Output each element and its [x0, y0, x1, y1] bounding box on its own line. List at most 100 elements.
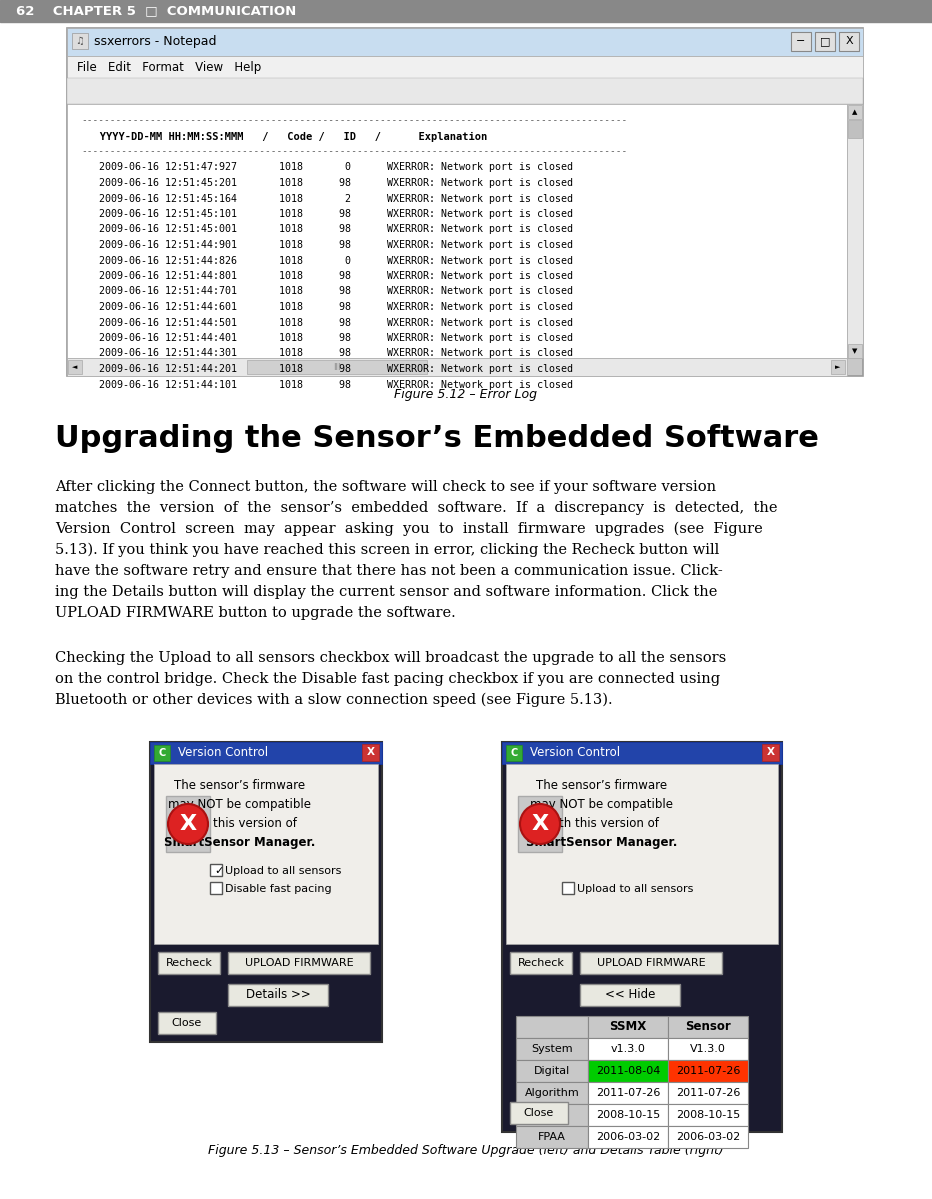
Text: 2006-03-02: 2006-03-02 [596, 1132, 660, 1141]
Text: 2009-06-16 12:51:44:401       1018      98      WXERROR: Network port is closed: 2009-06-16 12:51:44:401 1018 98 WXERROR:… [81, 333, 573, 343]
Text: Recheck: Recheck [166, 958, 212, 968]
Text: SSMX: SSMX [610, 1020, 647, 1034]
Text: 2009-06-16 12:51:44:201       1018      98      WXERROR: Network port is closed: 2009-06-16 12:51:44:201 1018 98 WXERROR:… [81, 364, 573, 374]
Bar [516, 1038, 588, 1060]
Text: X: X [845, 36, 853, 46]
Bar [247, 360, 427, 374]
Bar [668, 1060, 748, 1081]
Bar [510, 1102, 568, 1123]
Bar [362, 745, 379, 761]
Bar [154, 764, 378, 944]
Text: 2006-03-02: 2006-03-02 [676, 1132, 740, 1141]
Bar [210, 882, 222, 894]
Bar [580, 952, 722, 974]
Text: 2011-07-26: 2011-07-26 [676, 1087, 740, 1098]
Bar [668, 1104, 748, 1126]
Text: 2009-06-16 12:51:44:826       1018       0      WXERROR: Network port is closed: 2009-06-16 12:51:44:826 1018 0 WXERROR: … [81, 255, 573, 265]
Circle shape [168, 805, 208, 844]
Bar [580, 984, 680, 1006]
Bar [506, 764, 778, 944]
Text: File   Edit   Format   View   Help: File Edit Format View Help [77, 60, 261, 73]
Text: Digital: Digital [534, 1066, 570, 1076]
Bar [0, 0, 932, 22]
Text: V1.3.0: V1.3.0 [690, 1044, 726, 1054]
Text: may NOT be compatible: may NOT be compatible [169, 799, 311, 811]
Bar [68, 360, 82, 374]
Bar [588, 1060, 668, 1081]
Text: ing the Details button will display the current sensor and software information.: ing the Details button will display the … [55, 585, 718, 600]
Bar [502, 742, 782, 1132]
Bar [668, 1016, 748, 1038]
Bar [502, 742, 782, 764]
Text: YYYY-DD-MM HH:MM:SS:MMM   /   Code /   ID   /      Explanation: YYYY-DD-MM HH:MM:SS:MMM / Code / ID / Ex… [81, 132, 487, 141]
Bar [72, 34, 88, 49]
Text: ◄: ◄ [73, 364, 77, 370]
Text: 2009-06-16 12:51:45:101       1018      98      WXERROR: Network port is closed: 2009-06-16 12:51:45:101 1018 98 WXERROR:… [81, 209, 573, 219]
Text: The sensor’s firmware: The sensor’s firmware [174, 779, 306, 793]
Text: v1.3.0: v1.3.0 [610, 1044, 646, 1054]
Text: Version  Control  screen  may  appear  asking  you  to  install  firmware  upgra: Version Control screen may appear asking… [55, 522, 762, 536]
Bar [150, 742, 382, 1042]
Text: Upload to all sensors: Upload to all sensors [577, 884, 693, 894]
Text: III: III [334, 362, 341, 372]
Bar [762, 745, 779, 761]
Bar [588, 1016, 668, 1038]
Text: 2009-06-16 12:51:44:601       1018      98      WXERROR: Network port is closed: 2009-06-16 12:51:44:601 1018 98 WXERROR:… [81, 302, 573, 312]
Text: ✓: ✓ [214, 866, 224, 876]
Text: may NOT be compatible: may NOT be compatible [530, 799, 674, 811]
Text: 62    CHAPTER 5  □  COMMUNICATION: 62 CHAPTER 5 □ COMMUNICATION [16, 5, 296, 18]
Bar [158, 952, 220, 974]
Text: 2008-10-15: 2008-10-15 [676, 1110, 740, 1120]
Bar [668, 1038, 748, 1060]
Text: FPAA: FPAA [538, 1132, 566, 1141]
Bar [516, 1016, 588, 1038]
Text: □: □ [820, 36, 830, 46]
Text: on the control bridge. Check the Disable fast pacing checkbox if you are connect: on the control bridge. Check the Disable… [55, 671, 720, 686]
Bar [67, 56, 863, 78]
Text: Close: Close [524, 1108, 555, 1117]
Bar [67, 28, 863, 376]
Text: 2009-06-16 12:51:44:101       1018      98      WXERROR: Network port is closed: 2009-06-16 12:51:44:101 1018 98 WXERROR:… [81, 380, 573, 390]
Text: Version Control: Version Control [530, 747, 620, 759]
Bar [518, 796, 562, 852]
Bar [848, 106, 862, 119]
Text: Upgrading the Sensor’s Embedded Software: Upgrading the Sensor’s Embedded Software [55, 424, 819, 453]
Text: 2011-07-26: 2011-07-26 [596, 1087, 660, 1098]
Text: After clicking the Connect button, the software will check to see if your softwa: After clicking the Connect button, the s… [55, 480, 716, 494]
Bar [158, 1012, 216, 1034]
Text: SmartSensor Manager.: SmartSensor Manager. [527, 836, 678, 849]
Bar [506, 745, 522, 761]
Bar [67, 359, 847, 376]
Bar [588, 1081, 668, 1104]
Text: Recheck: Recheck [517, 958, 565, 968]
Text: ▼: ▼ [852, 348, 857, 354]
Bar [228, 984, 328, 1006]
Bar [588, 1038, 668, 1060]
Text: have the software retry and ensure that there has not been a communication issue: have the software retry and ensure that … [55, 564, 722, 578]
Text: 2009-06-16 12:51:44:901       1018      98      WXERROR: Network port is closed: 2009-06-16 12:51:44:901 1018 98 WXERROR:… [81, 240, 573, 251]
Bar [791, 32, 811, 52]
Text: X: X [531, 814, 549, 835]
Bar [562, 882, 574, 894]
Text: Figure 5.13 – Sensor’s Embedded Software Upgrade (left) and Details Table (right: Figure 5.13 – Sensor’s Embedded Software… [208, 1144, 724, 1157]
Circle shape [520, 805, 560, 844]
Text: with this version of: with this version of [184, 817, 296, 830]
Text: X: X [180, 814, 197, 835]
Text: Sensor: Sensor [685, 1020, 731, 1034]
Text: 2009-06-16 12:51:47:927       1018       0      WXERROR: Network port is closed: 2009-06-16 12:51:47:927 1018 0 WXERROR: … [81, 163, 573, 173]
Bar [668, 1081, 748, 1104]
Text: 2011-07-26: 2011-07-26 [676, 1066, 740, 1076]
Text: FPGA: FPGA [538, 1110, 567, 1120]
Text: ♫: ♫ [75, 36, 85, 46]
Bar [847, 104, 863, 359]
Text: 5.13). If you think you have reached this screen in error, clicking the Recheck : 5.13). If you think you have reached thi… [55, 543, 720, 558]
Text: --------------------------------------------------------------------------------: ----------------------------------------… [81, 147, 627, 156]
Text: Upload to all sensors: Upload to all sensors [225, 866, 341, 876]
Text: Bluetooth or other devices with a slow connection speed (see Figure 5.13).: Bluetooth or other devices with a slow c… [55, 693, 612, 707]
Text: 2009-06-16 12:51:45:201       1018      98      WXERROR: Network port is closed: 2009-06-16 12:51:45:201 1018 98 WXERROR:… [81, 177, 573, 188]
Bar [67, 28, 863, 56]
Bar [848, 344, 862, 359]
Bar [668, 1126, 748, 1147]
Text: Algorithm: Algorithm [525, 1087, 580, 1098]
Text: Disable fast pacing: Disable fast pacing [225, 884, 332, 894]
